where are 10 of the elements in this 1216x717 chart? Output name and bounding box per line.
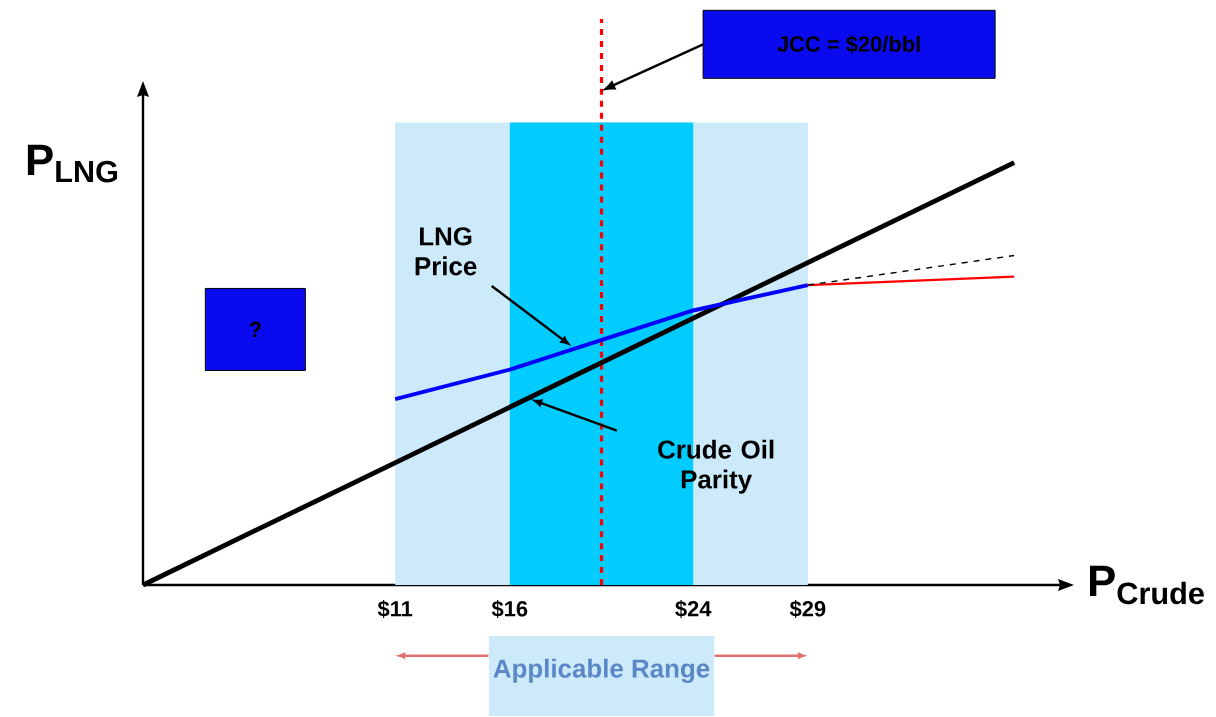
annotation: ?: [249, 321, 261, 338]
band-label: Applicable Range: [493, 658, 710, 683]
text: JCC = $20/bbl: [777, 35, 920, 54]
x-axis-title: P$_{Crude}$: [1089, 565, 1204, 605]
annotation: LNG Price: [415, 227, 477, 276]
x-tick-label: $16: [491, 600, 528, 618]
x-tick-label: $24: [675, 600, 712, 618]
y-axis-title: P$_{LNG}$: [27, 144, 118, 183]
x-tick-label: $29: [789, 600, 826, 618]
x-tick-label: $11: [377, 600, 413, 618]
